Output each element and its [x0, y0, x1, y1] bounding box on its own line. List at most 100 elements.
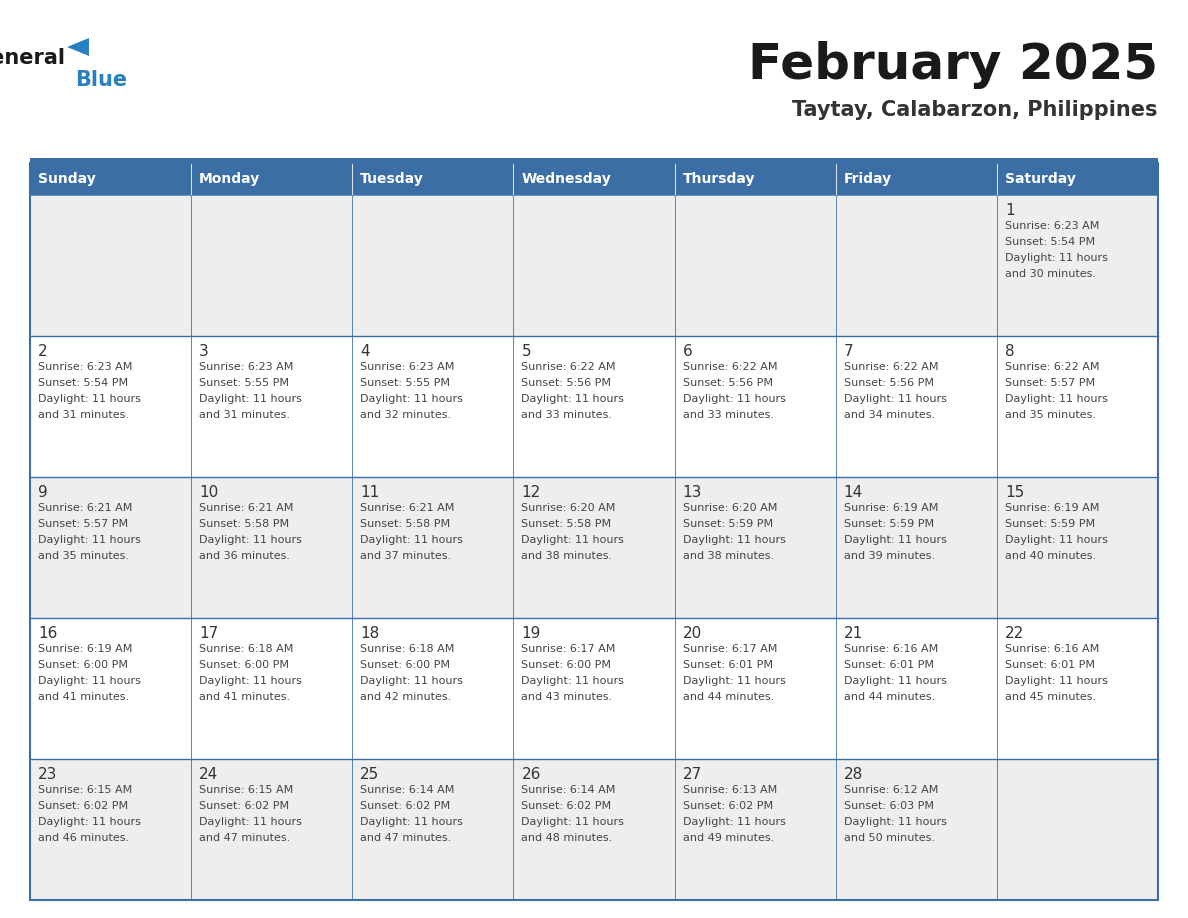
Text: Sunrise: 6:23 AM: Sunrise: 6:23 AM	[38, 362, 132, 372]
Text: 16: 16	[38, 626, 57, 641]
Text: 28: 28	[843, 767, 862, 782]
Text: and 33 minutes.: and 33 minutes.	[522, 410, 613, 420]
Text: 9: 9	[38, 485, 48, 500]
Text: Daylight: 11 hours: Daylight: 11 hours	[200, 817, 302, 827]
Text: Sunrise: 6:20 AM: Sunrise: 6:20 AM	[522, 503, 615, 513]
Text: 11: 11	[360, 485, 379, 500]
Text: Daylight: 11 hours: Daylight: 11 hours	[38, 535, 141, 545]
Bar	[997, 759, 1158, 900]
Text: Sunrise: 6:18 AM: Sunrise: 6:18 AM	[200, 644, 293, 654]
Text: and 47 minutes.: and 47 minutes.	[360, 833, 451, 843]
Text: and 43 minutes.: and 43 minutes.	[522, 692, 613, 702]
Text: Sunset: 5:57 PM: Sunset: 5:57 PM	[38, 519, 128, 529]
Text: Daylight: 11 hours: Daylight: 11 hours	[38, 676, 141, 686]
Text: Daylight: 11 hours: Daylight: 11 hours	[683, 535, 785, 545]
Text: 14: 14	[843, 485, 862, 500]
Text: General: General	[0, 48, 65, 68]
Text: Sunrise: 6:22 AM: Sunrise: 6:22 AM	[522, 362, 615, 372]
Text: Sunrise: 6:21 AM: Sunrise: 6:21 AM	[360, 503, 455, 513]
Text: Sunset: 5:55 PM: Sunset: 5:55 PM	[360, 378, 450, 388]
Text: Sunrise: 6:23 AM: Sunrise: 6:23 AM	[1005, 221, 1099, 231]
Text: Sunrise: 6:16 AM: Sunrise: 6:16 AM	[843, 644, 939, 654]
Text: Daylight: 11 hours: Daylight: 11 hours	[360, 676, 463, 686]
Text: Sunset: 6:00 PM: Sunset: 6:00 PM	[38, 660, 128, 670]
Text: Sunrise: 6:14 AM: Sunrise: 6:14 AM	[522, 785, 615, 795]
Text: and 44 minutes.: and 44 minutes.	[683, 692, 773, 702]
Text: Sunset: 5:57 PM: Sunset: 5:57 PM	[1005, 378, 1095, 388]
Text: and 49 minutes.: and 49 minutes.	[683, 833, 773, 843]
Text: and 46 minutes.: and 46 minutes.	[38, 833, 129, 843]
Text: 21: 21	[843, 626, 862, 641]
Bar	[191, 477, 353, 618]
Text: Sunset: 6:02 PM: Sunset: 6:02 PM	[522, 801, 612, 811]
Text: Daylight: 11 hours: Daylight: 11 hours	[200, 535, 302, 545]
Text: and 33 minutes.: and 33 minutes.	[683, 410, 773, 420]
Bar	[30, 759, 191, 900]
Text: Daylight: 11 hours: Daylight: 11 hours	[1005, 535, 1107, 545]
Polygon shape	[67, 38, 89, 56]
Text: 13: 13	[683, 485, 702, 500]
Text: Sunrise: 6:19 AM: Sunrise: 6:19 AM	[38, 644, 132, 654]
Text: Daylight: 11 hours: Daylight: 11 hours	[1005, 394, 1107, 404]
Text: Daylight: 11 hours: Daylight: 11 hours	[843, 817, 947, 827]
Text: Sunset: 6:01 PM: Sunset: 6:01 PM	[843, 660, 934, 670]
Text: and 45 minutes.: and 45 minutes.	[1005, 692, 1097, 702]
Text: Sunset: 6:02 PM: Sunset: 6:02 PM	[38, 801, 128, 811]
Bar	[835, 759, 997, 900]
Text: Daylight: 11 hours: Daylight: 11 hours	[522, 535, 625, 545]
Text: Sunset: 5:54 PM: Sunset: 5:54 PM	[1005, 237, 1095, 247]
Text: 22: 22	[1005, 626, 1024, 641]
Text: 2: 2	[38, 344, 48, 359]
Bar	[353, 618, 513, 759]
Text: and 35 minutes.: and 35 minutes.	[38, 551, 129, 561]
Text: Sunday: Sunday	[38, 172, 96, 186]
Bar	[835, 195, 997, 336]
Text: Taytay, Calabarzon, Philippines: Taytay, Calabarzon, Philippines	[792, 100, 1158, 120]
Bar	[835, 477, 997, 618]
Text: 8: 8	[1005, 344, 1015, 359]
Text: Sunrise: 6:19 AM: Sunrise: 6:19 AM	[1005, 503, 1099, 513]
Bar	[513, 195, 675, 336]
Text: Daylight: 11 hours: Daylight: 11 hours	[200, 676, 302, 686]
Text: Daylight: 11 hours: Daylight: 11 hours	[843, 535, 947, 545]
Bar	[30, 163, 191, 195]
Bar	[997, 195, 1158, 336]
Bar	[675, 759, 835, 900]
Text: and 41 minutes.: and 41 minutes.	[38, 692, 129, 702]
Text: Daylight: 11 hours: Daylight: 11 hours	[683, 394, 785, 404]
Text: and 36 minutes.: and 36 minutes.	[200, 551, 290, 561]
Text: and 35 minutes.: and 35 minutes.	[1005, 410, 1095, 420]
Bar	[30, 477, 191, 618]
Text: Daylight: 11 hours: Daylight: 11 hours	[360, 394, 463, 404]
Text: and 47 minutes.: and 47 minutes.	[200, 833, 290, 843]
Text: Sunset: 5:55 PM: Sunset: 5:55 PM	[200, 378, 289, 388]
Text: 25: 25	[360, 767, 379, 782]
Bar	[675, 477, 835, 618]
Bar	[30, 336, 191, 477]
Text: Daylight: 11 hours: Daylight: 11 hours	[522, 817, 625, 827]
Text: Daylight: 11 hours: Daylight: 11 hours	[683, 817, 785, 827]
Text: Sunrise: 6:22 AM: Sunrise: 6:22 AM	[843, 362, 939, 372]
Bar	[191, 336, 353, 477]
Bar	[353, 759, 513, 900]
Text: Sunrise: 6:18 AM: Sunrise: 6:18 AM	[360, 644, 455, 654]
Text: and 38 minutes.: and 38 minutes.	[683, 551, 773, 561]
Bar	[191, 195, 353, 336]
Text: Sunrise: 6:12 AM: Sunrise: 6:12 AM	[843, 785, 939, 795]
Bar	[997, 336, 1158, 477]
Text: Blue: Blue	[75, 70, 127, 90]
Text: and 37 minutes.: and 37 minutes.	[360, 551, 451, 561]
Bar	[835, 618, 997, 759]
Bar	[513, 759, 675, 900]
Text: Sunset: 6:00 PM: Sunset: 6:00 PM	[522, 660, 612, 670]
Text: Sunset: 6:02 PM: Sunset: 6:02 PM	[200, 801, 289, 811]
Text: and 42 minutes.: and 42 minutes.	[360, 692, 451, 702]
Text: Daylight: 11 hours: Daylight: 11 hours	[683, 676, 785, 686]
Text: Sunrise: 6:15 AM: Sunrise: 6:15 AM	[38, 785, 132, 795]
Text: Sunset: 5:56 PM: Sunset: 5:56 PM	[522, 378, 612, 388]
Bar	[191, 618, 353, 759]
Bar	[30, 163, 1158, 900]
Text: Daylight: 11 hours: Daylight: 11 hours	[38, 817, 141, 827]
Text: Sunrise: 6:17 AM: Sunrise: 6:17 AM	[683, 644, 777, 654]
Bar	[513, 163, 675, 195]
